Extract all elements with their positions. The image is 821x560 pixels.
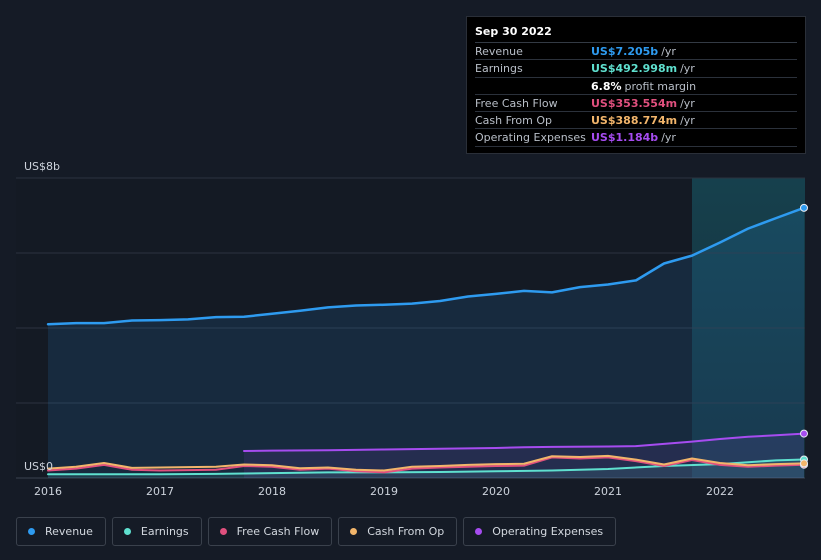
tooltip-row-revenue: Revenue US$7.205b /yr [475, 43, 797, 61]
tooltip-value: 6.8% [591, 79, 622, 93]
tooltip-value: US$1.184b [591, 131, 659, 145]
series-end-point-operating-expenses [800, 429, 808, 438]
tooltip-row-free-cash-flow: Free Cash Flow US$353.554m /yr [475, 95, 797, 113]
tooltip-panel: Sep 30 2022 Revenue US$7.205b /yr Earnin… [466, 16, 806, 154]
legend-dot-icon [28, 528, 35, 535]
tooltip-row-earnings: Earnings US$492.998m /yr [475, 60, 797, 78]
tooltip-unit: /yr [680, 96, 695, 110]
tooltip-value: US$7.205b [591, 45, 659, 58]
tooltip-row-operating-expenses: Operating Expenses US$1.184b /yr [475, 129, 797, 147]
tooltip-value: US$492.998m [591, 62, 678, 76]
x-tick-label: 2020 [482, 485, 510, 498]
legend-dot-icon [350, 528, 358, 535]
tooltip-label: Operating Expenses [475, 131, 586, 145]
x-tick-label: 2018 [258, 485, 286, 498]
legend-dot-icon [123, 528, 131, 535]
series-end-point-revenue [800, 203, 808, 212]
y-axis-bottom-label: US$0 [24, 460, 53, 473]
series-line-operating-expenses [243, 432, 805, 452]
series-area-revenue [48, 207, 804, 478]
legend-item-operating-expenses[interactable]: Operating Expenses [463, 517, 617, 546]
legend-item-free-cash-flow[interactable]: Free Cash Flow [207, 517, 333, 546]
tooltip-unit: /yr [680, 62, 695, 76]
legend-label: Earnings [140, 525, 189, 538]
series-line-revenue [46, 206, 806, 326]
legend-dot-icon [219, 528, 227, 535]
series-area-earnings [48, 459, 804, 478]
legend-item-earnings[interactable]: Earnings [111, 517, 202, 546]
x-tick-label: 2019 [370, 485, 398, 498]
legend-item-cash-from-op[interactable]: Cash From Op [338, 517, 458, 546]
tooltip-value: US$353.554m [591, 96, 678, 110]
legend: Revenue Earnings Free Cash Flow Cash Fro… [16, 517, 617, 546]
legend-label: Revenue [45, 525, 93, 538]
tooltip-unit: /yr [661, 131, 676, 145]
tooltip-unit: /yr [680, 114, 695, 128]
tooltip-value: US$388.774m [591, 114, 678, 128]
y-axis-top-label: US$8b [24, 160, 60, 173]
tooltip-unit: /yr [661, 45, 676, 58]
x-tick-label: 2016 [34, 485, 62, 498]
tooltip-label: Revenue [475, 45, 523, 58]
x-tick-label: 2022 [706, 485, 734, 498]
series-line-cash-from-op [47, 454, 805, 472]
tooltip-row-cash-from-op: Cash From Op US$388.774m /yr [475, 112, 797, 130]
x-tick-label: 2021 [594, 485, 622, 498]
tooltip-label [475, 78, 591, 94]
legend-label: Operating Expenses [492, 525, 604, 538]
tooltip-label: Cash From Op [475, 114, 553, 128]
tooltip-label: Earnings [475, 62, 523, 76]
series-end-point-cash-from-op [800, 459, 808, 468]
legend-item-revenue[interactable]: Revenue [16, 517, 106, 546]
tooltip-date: Sep 30 2022 [475, 25, 797, 43]
legend-label: Cash From Op [367, 525, 445, 538]
tooltip-label: Free Cash Flow [475, 96, 558, 110]
tooltip-row-profit-margin: 6.8% profit margin [475, 78, 797, 95]
legend-dot-icon [475, 528, 483, 535]
x-tick-label: 2017 [146, 485, 174, 498]
series-line-free-cash-flow [47, 456, 805, 474]
legend-label: Free Cash Flow [236, 525, 320, 538]
tooltip-unit: profit margin [624, 79, 697, 93]
